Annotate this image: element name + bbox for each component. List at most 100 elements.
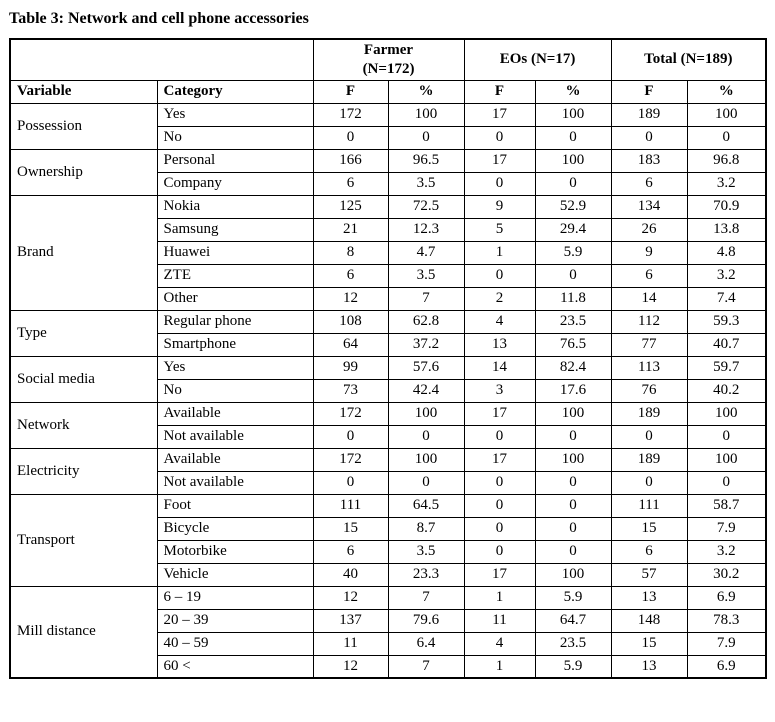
value-cell: 0	[463, 125, 536, 150]
value-cell: 100	[534, 102, 612, 127]
value-cell: 0	[534, 539, 612, 564]
value-cell: 40.2	[686, 378, 767, 403]
value-cell: 5.9	[534, 585, 612, 610]
value-cell: 100	[387, 401, 465, 426]
variable-cell: Electricity	[9, 447, 158, 495]
value-cell: 0	[312, 470, 389, 495]
value-cell: 13.8	[686, 217, 767, 242]
value-cell: 0	[387, 125, 465, 150]
table-row: Not available 0 0 0 0 0 0	[10, 424, 767, 449]
value-cell: 12	[312, 585, 389, 610]
value-cell: 57	[610, 562, 688, 587]
table-row: Huawei 8 4.7 1 5.9 9 4.8	[10, 240, 767, 265]
value-cell: 64.5	[387, 493, 465, 518]
value-cell: 30.2	[686, 562, 767, 587]
category-cell: 20 – 39	[156, 608, 314, 633]
value-cell: 4.8	[686, 240, 767, 265]
header-sub-row: Variable Category F % F % F %	[9, 79, 767, 104]
table-row: Motorbike 6 3.5 0 0 6 3.2	[10, 539, 767, 564]
header-group-row: Farmer (N=172) EOs (N=17) Total (N=189)	[9, 38, 767, 81]
value-cell: 108	[312, 309, 389, 334]
category-cell: Personal	[156, 148, 314, 173]
value-cell: 96.8	[686, 148, 767, 173]
value-cell: 189	[610, 102, 688, 127]
table-row: ZTE 6 3.5 0 0 6 3.2	[10, 263, 767, 288]
value-cell: 4	[463, 309, 536, 334]
value-cell: 26	[610, 217, 688, 242]
header-f-farmer: F	[312, 79, 389, 104]
value-cell: 11.8	[534, 286, 612, 311]
value-cell: 21	[312, 217, 389, 242]
value-cell: 96.5	[387, 148, 465, 173]
value-cell: 11	[312, 631, 389, 656]
variable-cell: Ownership	[9, 148, 158, 196]
value-cell: 57.6	[387, 355, 465, 380]
value-cell: 100	[534, 148, 612, 173]
value-cell: 3.2	[686, 539, 767, 564]
value-cell: 125	[312, 194, 389, 219]
category-cell: Not available	[156, 470, 314, 495]
value-cell: 12.3	[387, 217, 465, 242]
value-cell: 100	[534, 447, 612, 472]
value-cell: 100	[387, 447, 465, 472]
variable-cell: Network	[9, 401, 158, 449]
table-row: Type Regular phone 108 62.8 4 23.5 112 59.3	[9, 309, 767, 357]
value-cell: 14	[610, 286, 688, 311]
value-cell: 0	[686, 470, 767, 495]
value-cell: 6	[610, 539, 688, 564]
value-cell: 111	[610, 493, 688, 518]
value-cell: 59.7	[686, 355, 767, 380]
table-row: Mill distance 6 – 19 12 7 1 5.9 13 6.9	[9, 585, 767, 679]
table-row: 60 <12 7 1 5.9 13 6.9	[10, 654, 767, 679]
category-cell: No	[156, 378, 314, 403]
value-cell: 0	[534, 171, 612, 196]
value-cell: 3.2	[686, 171, 767, 196]
value-cell: 0	[686, 424, 767, 449]
value-cell: 40	[312, 562, 389, 587]
value-cell: 166	[312, 148, 389, 173]
category-cell: No	[156, 125, 314, 150]
table-row: Network Available 172 100 17 100 189 100	[9, 401, 767, 449]
value-cell: 0	[463, 539, 536, 564]
value-cell: 0	[534, 493, 612, 518]
value-cell: 7.4	[686, 286, 767, 311]
value-cell: 5.9	[534, 654, 612, 679]
value-cell: 6.4	[387, 631, 465, 656]
value-cell: 9	[463, 194, 536, 219]
value-cell: 137	[312, 608, 389, 633]
value-cell: 42.4	[387, 378, 465, 403]
value-cell: 58.7	[686, 493, 767, 518]
value-cell: 99	[312, 355, 389, 380]
table-row: Brand Nokia 125 72.5 9 52.9 134 70.9	[9, 194, 767, 311]
value-cell: 7.9	[686, 516, 767, 541]
value-cell: 9	[610, 240, 688, 265]
category-cell: Available	[156, 447, 314, 472]
value-cell: 7.9	[686, 631, 767, 656]
category-cell: Company	[156, 171, 314, 196]
value-cell: 6.9	[686, 654, 767, 679]
value-cell: 29.4	[534, 217, 612, 242]
category-cell: Yes	[156, 102, 314, 127]
value-cell: 100	[686, 447, 767, 472]
table-row: Transport Foot 111 64.5 0 0 111 58.7	[9, 493, 767, 587]
table-row: Other 12 7 2 11.8 14 7.4	[10, 286, 767, 311]
value-cell: 13	[610, 654, 688, 679]
value-cell: 73	[312, 378, 389, 403]
table-row: Not available 0 0 0 0 0 0	[10, 470, 767, 495]
value-cell: 52.9	[534, 194, 612, 219]
data-table: Farmer (N=172) EOs (N=17) Total (N=189) …	[9, 38, 768, 679]
value-cell: 15	[610, 516, 688, 541]
value-cell: 7	[387, 585, 465, 610]
value-cell: 6	[312, 171, 389, 196]
table-body: Possession Yes 172 100 17 100 189 100 No 0 0 0 0 0 0 Ow…	[9, 102, 767, 679]
variable-cell: Social media	[9, 355, 158, 403]
value-cell: 172	[312, 401, 389, 426]
table-row: Social media Yes 99 57.6 14 82.4 113 59.7	[9, 355, 767, 403]
category-cell: Nokia	[156, 194, 314, 219]
value-cell: 6.9	[686, 585, 767, 610]
value-cell: 12	[312, 286, 389, 311]
value-cell: 0	[610, 125, 688, 150]
value-cell: 172	[312, 102, 389, 127]
category-cell: Foot	[156, 493, 314, 518]
value-cell: 0	[463, 171, 536, 196]
